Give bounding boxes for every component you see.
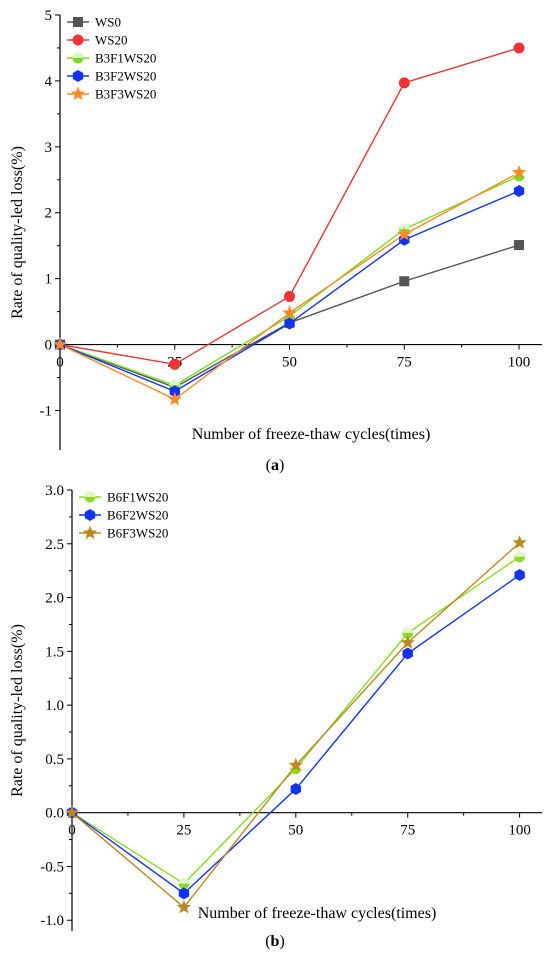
panel-a-legend-label-B3F3WS20: B3F3WS20 bbox=[95, 87, 156, 102]
panel-a-chart: -10123450255075100Rate of quality-led lo… bbox=[9, 8, 542, 450]
panel-b-legend-label-B6F3WS20: B6F3WS20 bbox=[107, 526, 168, 541]
panel-b-y-tick-label: 2.0 bbox=[45, 591, 64, 607]
panel-b-point-B6F1WS20 bbox=[178, 878, 190, 890]
panel-b-point-B6F1WS20-highlight bbox=[402, 627, 414, 634]
panel-b-x-axis-label: Number of freeze-thaw cycles(times) bbox=[198, 905, 437, 922]
panel-b-point-B6F3WS20 bbox=[176, 899, 192, 914]
panel-a-caption: (a) bbox=[266, 457, 285, 474]
panel-b-y-tick-label: 0.0 bbox=[45, 806, 64, 822]
panel-a-x-tick-label: 50 bbox=[282, 355, 297, 371]
panel-a-y-tick-label: 4 bbox=[45, 74, 53, 90]
panel-a-legend-marker-B3F2WS20 bbox=[72, 70, 84, 82]
panel-b-point-B6F3WS20 bbox=[288, 757, 303, 772]
panel-a-x-tick-label: 0 bbox=[56, 355, 64, 371]
panel-a-x-tick-label: 100 bbox=[508, 355, 531, 371]
panel-b-caption: (b) bbox=[265, 933, 285, 950]
panel-a-point-B3F3WS20 bbox=[52, 337, 68, 351]
panel-a-point-B3F3WS20 bbox=[282, 305, 297, 319]
panel-b-y-tick-label: 1.0 bbox=[45, 698, 64, 714]
panel-b-series-line-B6F3WS20 bbox=[71, 542, 521, 909]
panel-a-point-B3F2WS20 bbox=[284, 317, 295, 330]
panel-b-point-B6F3WS20 bbox=[64, 805, 80, 819]
panel-b-chart: -1.0 -0.5 0.0 0.5 1.0 1.5 2.0 2.5 3.0 0 25 50 75 100 R… bbox=[9, 483, 542, 931]
panel-a-legend-marker-B3F3WS20 bbox=[70, 86, 86, 101]
panel-a-point-B3F1WS20-highlight bbox=[169, 379, 181, 386]
panel-a-caption-letter: a bbox=[271, 457, 279, 474]
panel-b-caption-letter: b bbox=[271, 933, 280, 950]
panel-b-y-tick-label: -1.0 bbox=[40, 913, 64, 929]
panel-b-y-tick-label: -0.5 bbox=[40, 859, 64, 875]
panel-a-legend-marker-WS0 bbox=[73, 17, 83, 27]
panel-b-legend-marker-B6F1WS20-highlight bbox=[84, 491, 96, 497]
panel-b-x-tick-label: 0 bbox=[68, 823, 76, 839]
panel-a-legend-marker-B3F1WS20 bbox=[72, 52, 84, 64]
panel-a-y-tick-label: 2 bbox=[45, 206, 53, 222]
panel-a-legend-label-B3F2WS20: B3F2WS20 bbox=[95, 69, 156, 84]
panel-b-x-tick-label: 75 bbox=[400, 823, 415, 839]
panel-a-y-tick-label: 3 bbox=[45, 140, 53, 156]
panel-b-point-B6F3WS20 bbox=[400, 635, 415, 649]
panel-b-x-tick-label: 50 bbox=[288, 823, 303, 839]
panel-a-point-WS20 bbox=[513, 42, 525, 54]
panel-b-point-B6F1WS20 bbox=[514, 551, 526, 563]
panel-b-y-tick-label: 2.5 bbox=[45, 537, 64, 553]
panel-a-point-B3F3WS20 bbox=[397, 226, 412, 241]
panel-a-legend-marker-B3F1WS20-highlight bbox=[72, 52, 84, 58]
panel-b-y-tick-label: 1.5 bbox=[45, 644, 64, 660]
panel-a-point-WS0 bbox=[399, 276, 410, 287]
panel-a-legend-label-B3F1WS20: B3F1WS20 bbox=[95, 51, 156, 66]
panel-b-y-tick-label: 0.5 bbox=[45, 752, 64, 768]
panel-a-legend-marker-WS20 bbox=[72, 34, 84, 46]
panel-b-point-B6F2WS20 bbox=[178, 887, 190, 900]
panel-a-point-B3F2WS20 bbox=[169, 385, 180, 398]
panel-b-point-B6F1WS20 bbox=[402, 627, 414, 639]
panel-b-point-B6F3WS20 bbox=[512, 535, 527, 549]
panel-a-legend-label-WS0: WS0 bbox=[95, 15, 121, 30]
panel-b-x-tick-label: 25 bbox=[176, 823, 191, 839]
panel-a-point-B3F3WS20 bbox=[167, 391, 182, 406]
panel-a-point-B3F2WS20 bbox=[513, 184, 525, 197]
panel-a-point-WS20 bbox=[169, 358, 181, 370]
panel-b-series-line-B6F2WS20 bbox=[71, 574, 521, 895]
panel-b-legend-marker-B6F2WS20 bbox=[84, 509, 96, 521]
panel-b-y-axis-label: Rate of quality-led loss(%) bbox=[9, 624, 26, 797]
panel-a-y-tick-label: -1 bbox=[40, 403, 53, 419]
panel-a-point-WS20 bbox=[284, 290, 296, 302]
panel-b-point-B6F2WS20 bbox=[402, 647, 413, 660]
panel-b-legend-label-B6F1WS20: B6F1WS20 bbox=[107, 490, 168, 505]
panel-a-x-tick-label: 75 bbox=[397, 355, 412, 371]
panel-b-point-B6F2WS20 bbox=[290, 783, 302, 796]
panel-b-legend-marker-B6F3WS20 bbox=[82, 525, 98, 540]
panel-a-y-tick-label: 5 bbox=[45, 8, 53, 24]
panel-a-point-B3F3WS20 bbox=[511, 165, 527, 179]
panel-a-point-WS20 bbox=[398, 77, 410, 89]
panel-a-x-axis-label: Number of freeze-thaw cycles(times) bbox=[192, 426, 431, 443]
panel-a-y-tick-label: 0 bbox=[45, 338, 53, 354]
panel-b-point-B6F1WS20-highlight bbox=[514, 551, 526, 557]
panel-a-legend-label-WS20: WS20 bbox=[95, 33, 128, 48]
panel-b-legend-marker-B6F1WS20 bbox=[84, 491, 96, 503]
panel-b-y-tick-label: 3.0 bbox=[45, 483, 64, 499]
panel-b-x-tick-label: 100 bbox=[508, 823, 531, 839]
panel-a-y-tick-label: 1 bbox=[45, 272, 53, 288]
panel-a-point-B3F1WS20-highlight bbox=[398, 223, 410, 230]
panel-b-point-B6F2WS20 bbox=[514, 568, 525, 581]
panel-b-point-B6F1WS20-highlight bbox=[178, 878, 190, 884]
panel-a-point-WS0 bbox=[514, 240, 525, 251]
panel-a-y-axis-label: Rate of quality-led loss(%) bbox=[9, 146, 26, 319]
panel-b-legend-label-B6F2WS20: B6F2WS20 bbox=[107, 508, 168, 523]
